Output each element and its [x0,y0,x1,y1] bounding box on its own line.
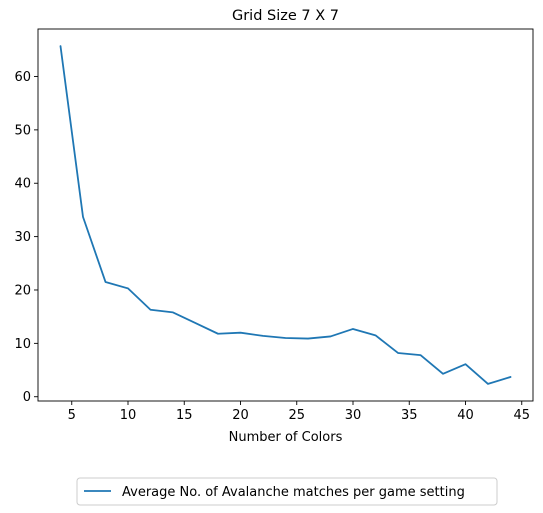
x-tick-label: 5 [68,408,76,423]
x-tick-label: 40 [457,408,474,423]
x-tick-label: 35 [401,408,418,423]
legend-label: Average No. of Avalanche matches per gam… [122,485,465,500]
legend-frame [76,477,498,506]
x-tick-label: 10 [120,408,137,423]
y-tick-label: 0 [23,390,31,405]
x-tick-label: 45 [513,408,530,423]
y-tick-label: 30 [14,230,31,245]
x-tick-label: 25 [288,408,305,423]
y-tick-label: 40 [14,177,31,192]
x-tick-label: 15 [176,408,193,423]
chart-title: Grid Size 7 X 7 [232,8,339,24]
y-tick-label: 60 [14,70,31,85]
legend: Average No. of Avalanche matches per gam… [76,477,498,506]
x-tick-label: 20 [232,408,249,423]
x-axis-label: Number of Colors [229,430,343,445]
y-tick-label: 10 [14,337,31,352]
plot-area: 5 10 15 20 25 30 35 40 45 0 10 20 30 40 50 60 [14,28,534,423]
x-tick-label: 30 [345,408,362,423]
series-line [59,45,512,385]
plot-frame [37,28,534,402]
y-tick-label: 50 [14,123,31,138]
y-tick-label: 20 [14,283,31,298]
